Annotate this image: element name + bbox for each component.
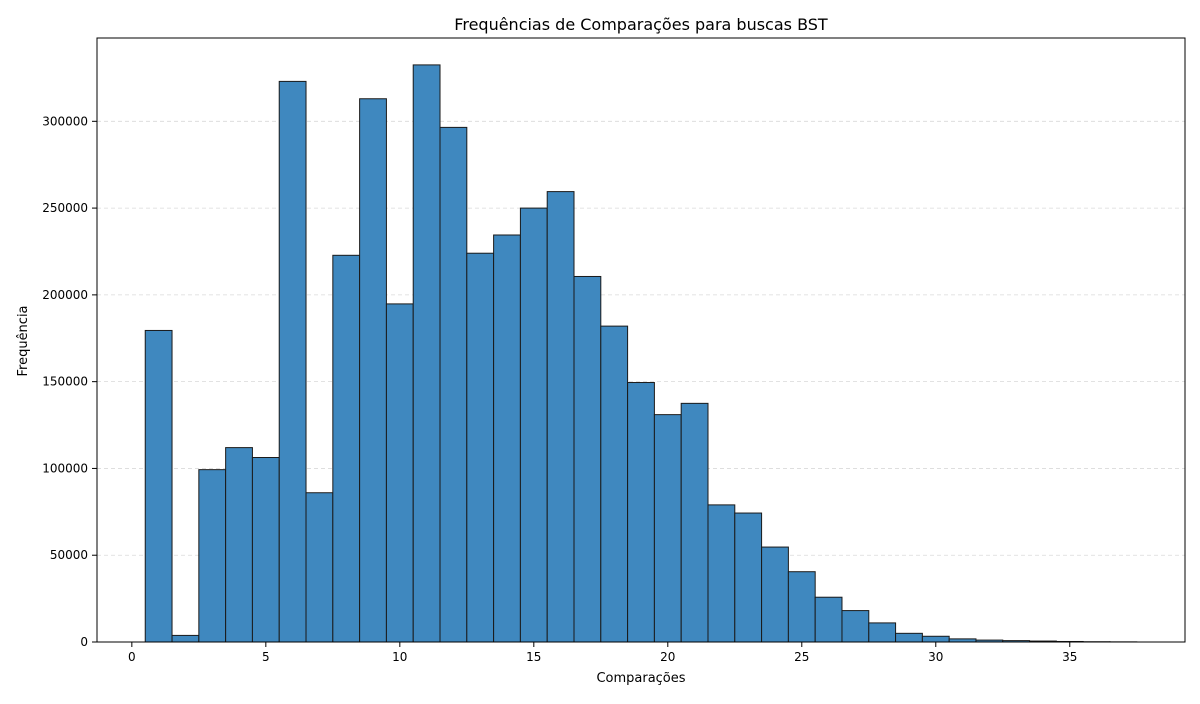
histogram-bar [279, 81, 306, 642]
histogram-bar [896, 633, 923, 642]
x-tick-label: 35 [1062, 650, 1077, 664]
chart-title: Frequências de Comparações para buscas B… [454, 15, 828, 34]
histogram-bar [815, 597, 842, 642]
histogram-bar [628, 383, 655, 642]
x-tick-label: 25 [794, 650, 809, 664]
y-tick-label: 150000 [42, 375, 88, 389]
histogram-bar [172, 635, 199, 642]
y-axis-ticks: 0 50000 100000 150000 200000 250000 300000 [42, 114, 97, 649]
y-tick-label: 250000 [42, 201, 88, 215]
histogram-bar [226, 448, 253, 642]
y-axis-label: Frequência [16, 305, 31, 376]
x-tick-label: 15 [526, 650, 541, 664]
x-tick-label: 0 [128, 650, 136, 664]
histogram-bar [199, 470, 226, 642]
histogram-bar [708, 505, 735, 642]
x-tick-label: 10 [392, 650, 407, 664]
x-tick-label: 20 [660, 650, 675, 664]
y-tick-label: 200000 [42, 288, 88, 302]
x-tick-label: 5 [262, 650, 270, 664]
histogram-bar [145, 330, 172, 642]
y-tick-label: 50000 [50, 548, 88, 562]
histogram-bar [762, 547, 789, 642]
histogram-bar [922, 636, 949, 642]
x-axis-label: Comparações [596, 671, 685, 686]
x-tick-label: 30 [928, 650, 943, 664]
y-tick-label: 100000 [42, 461, 88, 475]
histogram-bar [494, 235, 521, 642]
histogram-bar [654, 415, 681, 642]
histogram-bar [333, 255, 360, 642]
histogram-bar [574, 276, 601, 642]
histogram-bar [386, 304, 413, 642]
histogram-bar [306, 493, 333, 642]
y-tick-label: 300000 [42, 114, 88, 128]
histogram-bar [601, 326, 628, 642]
histogram-bar [681, 403, 708, 642]
histogram-bar [360, 99, 387, 642]
histogram-bar [252, 458, 279, 642]
histogram-bar [735, 513, 762, 642]
histogram-bar [467, 253, 494, 642]
x-axis-ticks: 0 5 10 15 20 25 30 35 [128, 642, 1077, 664]
histogram-bar [869, 623, 896, 642]
histogram-bar [788, 572, 815, 642]
histogram-bar [440, 127, 467, 642]
histogram-bar [520, 208, 547, 642]
y-tick-label: 0 [80, 635, 88, 649]
histogram-bar [842, 611, 869, 642]
histogram-bar [547, 192, 574, 642]
histogram-bar [413, 65, 440, 642]
